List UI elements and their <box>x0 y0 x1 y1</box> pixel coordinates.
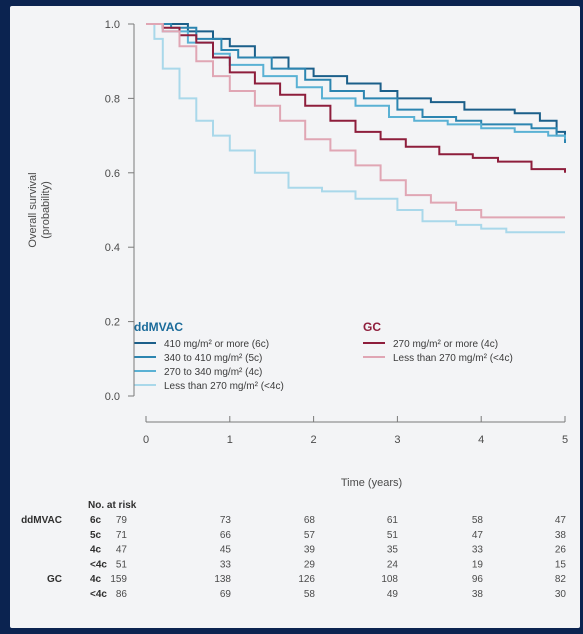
y-axis-title: Overall survival(probability) <box>27 172 52 247</box>
series-line-4 <box>146 23 565 234</box>
risk-value-2-5: 47 <box>472 530 484 541</box>
risk-row-label-5: 4c <box>90 574 102 585</box>
risk-row-label-2: 5c <box>90 530 102 541</box>
legend-label-1: 410 mg/m² or more (6c) <box>164 339 269 350</box>
risk-value-3-5: 33 <box>472 545 484 556</box>
x-axis-title: Time (years) <box>341 477 402 489</box>
axes: 0.0 0.2 0.4 0.6 0.8 1.0 0 1 2 3 4 5 Time (years) Over… <box>27 19 568 489</box>
risk-value-6-5: 38 <box>472 589 484 600</box>
risk-value-3-4: 35 <box>387 545 399 556</box>
risk-row-label-1: 6c <box>90 515 102 526</box>
y-tick-label-2: 0.4 <box>105 242 120 254</box>
series-line-2 <box>146 23 566 143</box>
y-tick-label-5: 1.0 <box>105 19 120 31</box>
risk-value-2-2: 66 <box>220 530 232 541</box>
y-tick-label-0: 0.0 <box>105 391 120 403</box>
x-tick-label-2: 2 <box>311 434 317 446</box>
risk-value-2-6: 38 <box>555 530 567 541</box>
risk-value-3-1: 47 <box>116 545 128 556</box>
risk-value-5-4: 108 <box>381 574 398 585</box>
risk-value-5-5: 96 <box>472 574 484 585</box>
y-axis-title-line-1: Overall survival <box>27 172 39 247</box>
risk-value-3-3: 39 <box>304 545 316 556</box>
series-line-5 <box>146 23 566 173</box>
risk-row-label-6: <4c <box>90 589 107 600</box>
legend: ddMVAC GC 410 mg/m² or more (6c) 340 to 410… <box>134 320 513 392</box>
risk-value-4-3: 29 <box>304 559 316 570</box>
risk-value-4-1: 51 <box>116 559 128 570</box>
risk-row-label-3: 4c <box>90 545 102 556</box>
risk-value-5-2: 138 <box>214 574 231 585</box>
y-axis-title-line-2: (probability) <box>40 181 52 238</box>
survival-chart: ddMVAC GC 410 mg/m² or more (6c) 340 to 410… <box>21 19 568 600</box>
legend-label-4: Less than 270 mg/m² (<4c) <box>164 381 284 392</box>
risk-value-1-4: 61 <box>387 515 399 526</box>
legend-label-6: Less than 270 mg/m² (<4c) <box>393 353 513 364</box>
risk-row-label-4: <4c <box>90 559 107 570</box>
risk-value-4-5: 19 <box>472 559 484 570</box>
risk-table: No. at risk ddMVAC 6c 79 73 68 61 58 47 5c 71 66 57 5… <box>21 500 566 600</box>
risk-value-1-2: 73 <box>220 515 232 526</box>
plot-layer <box>146 23 566 234</box>
risk-value-2-1: 71 <box>116 530 128 541</box>
y-tick-label-3: 0.6 <box>105 168 120 180</box>
risk-value-6-2: 69 <box>220 589 232 600</box>
risk-value-6-1: 86 <box>116 589 128 600</box>
risk-value-6-3: 58 <box>304 589 316 600</box>
y-tick-label-1: 0.2 <box>105 317 120 329</box>
risk-value-2-4: 51 <box>387 530 399 541</box>
risk-value-4-2: 33 <box>220 559 232 570</box>
legend-label-3: 270 to 340 mg/m² (4c) <box>164 367 262 378</box>
risk-value-5-3: 126 <box>298 574 315 585</box>
x-tick-label-1: 1 <box>227 434 233 446</box>
chart-panel: ddMVAC GC 410 mg/m² or more (6c) 340 to 410… <box>10 6 580 628</box>
risk-value-6-6: 30 <box>555 589 567 600</box>
risk-value-1-5: 58 <box>472 515 484 526</box>
legend-title-ddmvac: ddMVAC <box>134 320 183 334</box>
legend-label-2: 340 to 410 mg/m² (5c) <box>164 353 262 364</box>
risk-group-gc: GC <box>47 574 62 585</box>
risk-value-6-4: 49 <box>387 589 399 600</box>
risk-value-5-6: 82 <box>555 574 567 585</box>
x-tick-label-3: 3 <box>394 434 400 446</box>
risk-value-5-1: 159 <box>110 574 127 585</box>
risk-group-ddmvac: ddMVAC <box>21 515 62 526</box>
risk-value-1-1: 79 <box>116 515 128 526</box>
risk-table-title: No. at risk <box>88 500 137 511</box>
risk-value-1-3: 68 <box>304 515 316 526</box>
risk-value-2-3: 57 <box>304 530 316 541</box>
risk-value-4-6: 15 <box>555 559 567 570</box>
risk-value-4-4: 24 <box>387 559 399 570</box>
risk-value-1-6: 47 <box>555 515 567 526</box>
x-tick-label-5: 5 <box>562 434 568 446</box>
legend-title-gc: GC <box>363 320 381 334</box>
series-line-6 <box>146 23 565 219</box>
risk-value-3-6: 26 <box>555 545 567 556</box>
y-tick-label-4: 0.8 <box>105 93 120 105</box>
risk-value-3-2: 45 <box>220 545 232 556</box>
x-tick-label-0: 0 <box>143 434 149 446</box>
legend-label-5: 270 mg/m² or more (4c) <box>393 339 498 350</box>
x-tick-label-4: 4 <box>478 434 484 446</box>
